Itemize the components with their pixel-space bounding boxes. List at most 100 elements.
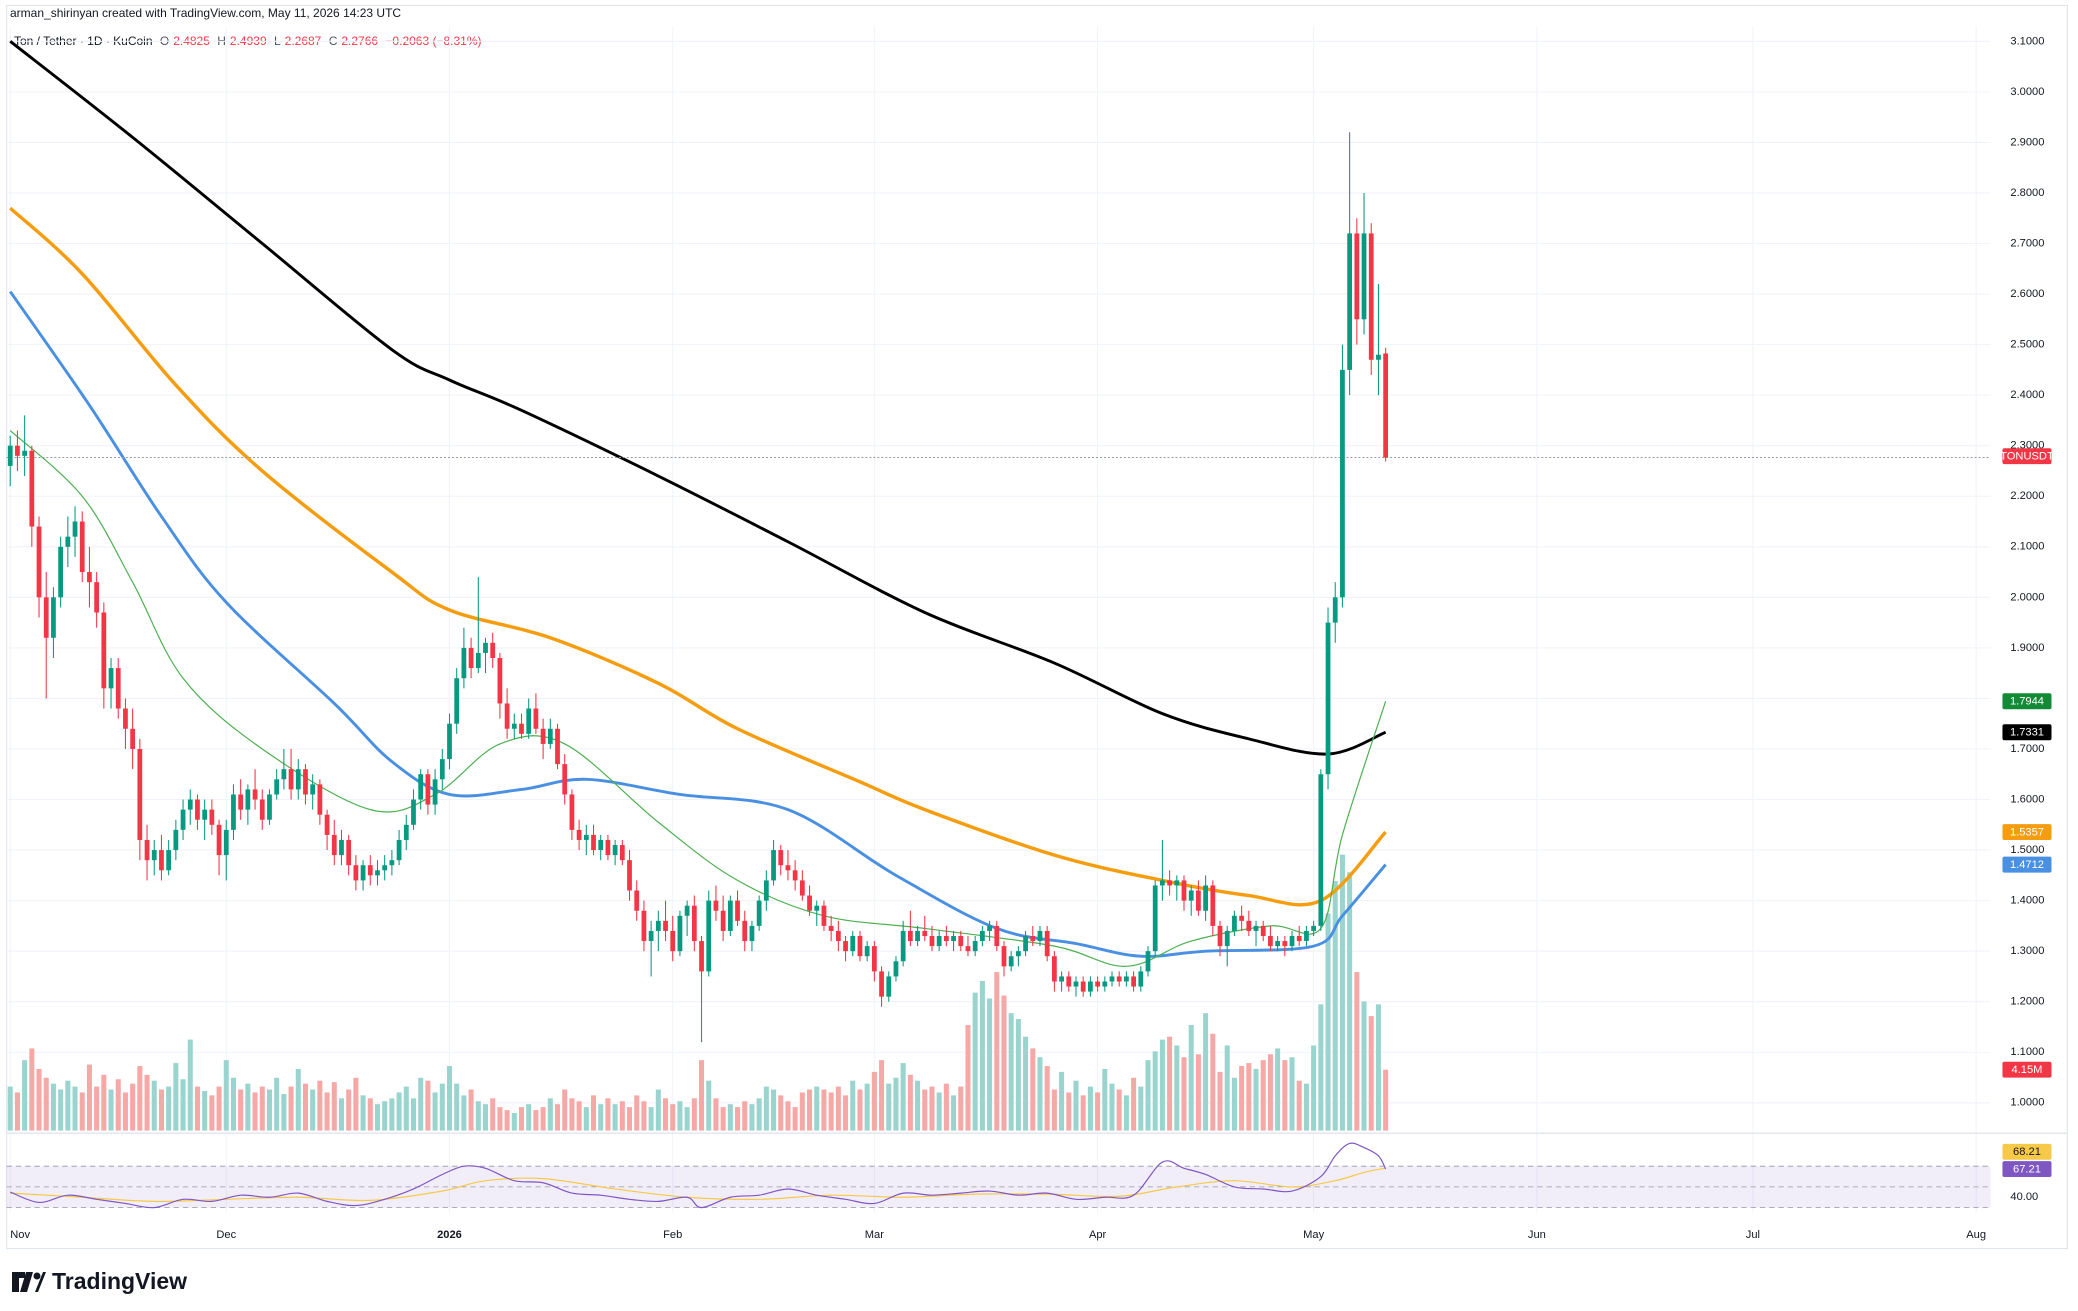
- candle-body: [1268, 935, 1273, 947]
- candle-body: [799, 880, 805, 896]
- candle-body: [1318, 774, 1324, 926]
- rsi-value-tag-text: 67.21: [2013, 1163, 2041, 1175]
- volume-bar: [22, 1060, 28, 1131]
- volume-bar: [36, 1068, 42, 1131]
- volume-bar: [1015, 1019, 1021, 1131]
- candle-body: [360, 865, 366, 881]
- candle-body: [432, 779, 438, 805]
- volume-bar: [1253, 1068, 1259, 1131]
- candle-body: [951, 935, 956, 942]
- volume-bar: [713, 1098, 719, 1131]
- candle-body: [871, 946, 877, 972]
- candle-body: [1102, 981, 1108, 987]
- y-tick-label: 2.4000: [2010, 389, 2044, 401]
- volume-bar: [1080, 1095, 1086, 1131]
- volume-bar: [1123, 1095, 1129, 1131]
- candle-body: [1296, 935, 1302, 942]
- volume-bar: [1174, 1045, 1180, 1131]
- x-tick-label: Mar: [865, 1229, 884, 1241]
- y-tick-label: 1.1000: [2010, 1046, 2044, 1058]
- volume-bar: [115, 1079, 121, 1131]
- volume-bar: [835, 1086, 841, 1131]
- volume-bar: [475, 1101, 481, 1131]
- volume-bar: [1311, 1045, 1317, 1131]
- candle-body: [713, 900, 719, 911]
- candle-body: [1095, 981, 1100, 987]
- y-tick-label: 2.6000: [2010, 288, 2044, 300]
- candle-body: [627, 860, 632, 891]
- candle-body: [180, 809, 186, 830]
- credit-text: arman_shirinyan created with TradingView…: [10, 6, 402, 20]
- volume-bar: [43, 1077, 49, 1131]
- volume-bar: [857, 1089, 863, 1131]
- volume-bar: [1159, 1039, 1165, 1131]
- candle-body: [144, 839, 150, 861]
- volume-bar: [943, 1083, 949, 1131]
- volume-bar: [828, 1092, 834, 1131]
- candle-body: [1044, 930, 1050, 957]
- candle-body: [1203, 885, 1208, 911]
- y-tick-label: 1.9000: [2010, 642, 2044, 654]
- volume-bar: [864, 1083, 870, 1131]
- volume-bar: [1282, 1060, 1288, 1131]
- candle-body: [1030, 935, 1036, 942]
- volume-bar: [900, 1063, 906, 1131]
- candle-body: [1289, 935, 1295, 947]
- y-tick-label: 2.0000: [2010, 591, 2044, 603]
- candle-body: [425, 774, 431, 805]
- ma-value-tag-text: 1.4712: [2010, 859, 2044, 871]
- volume-bar: [187, 1039, 193, 1131]
- volume-bar: [1095, 1092, 1101, 1131]
- volume-bar: [382, 1101, 388, 1131]
- volume-bar: [86, 1064, 92, 1131]
- volume-bar: [994, 972, 1000, 1131]
- volume-bar: [648, 1107, 654, 1131]
- last-price-tag-text: TONUSDT: [2000, 451, 2054, 463]
- candle-body: [1311, 925, 1317, 931]
- volume-bar: [742, 1101, 748, 1131]
- candle-body: [915, 930, 920, 942]
- x-tick-label: 2026: [437, 1229, 462, 1241]
- volume-bar: [216, 1086, 222, 1131]
- candle-body: [317, 784, 323, 815]
- volume-bar: [979, 980, 985, 1131]
- volume-bar: [259, 1086, 265, 1131]
- ma-value-tag: 1.7331: [2002, 724, 2052, 741]
- rsi-value-tag: 68.21: [2002, 1143, 2052, 1160]
- candle-body: [187, 799, 193, 810]
- candle-body: [1008, 956, 1014, 967]
- candle-body: [511, 723, 517, 729]
- candle-body: [979, 930, 985, 942]
- x-tick-label: Aug: [1966, 1229, 1986, 1241]
- volume-bar: [1188, 1024, 1194, 1131]
- candle-body: [454, 678, 460, 724]
- volume-bar: [598, 1104, 604, 1131]
- volume-bar: [346, 1089, 352, 1131]
- volume-bar: [1044, 1066, 1050, 1131]
- y-tick-label: 1.6000: [2010, 793, 2044, 805]
- volume-bar: [533, 1110, 539, 1131]
- candle-body: [1196, 890, 1201, 911]
- y-tick-label: 2.1000: [2010, 541, 2044, 553]
- volume-bar: [252, 1092, 258, 1131]
- volume-bar: [1087, 1086, 1093, 1131]
- ma-value-tag-bg: [2002, 824, 2052, 840]
- y-tick-label: 2.8000: [2010, 187, 2044, 199]
- candle-body: [749, 925, 755, 942]
- volume-bar: [1368, 1016, 1374, 1131]
- ma-value-tag-text: 1.7331: [2010, 727, 2044, 739]
- x-tick-label: Dec: [216, 1229, 236, 1241]
- y-tick-label: 2.2000: [2010, 490, 2044, 502]
- volume-bar: [627, 1107, 633, 1131]
- volume-bar: [58, 1089, 64, 1131]
- candle-body: [475, 652, 481, 669]
- candle-body: [1217, 925, 1223, 947]
- volume-bar: [497, 1107, 503, 1131]
- volume-bar: [871, 1071, 877, 1131]
- candle-body: [1015, 951, 1021, 957]
- volume-bar: [468, 1089, 474, 1131]
- candle-body: [519, 723, 524, 734]
- candle-body: [130, 728, 136, 749]
- last-price-tag: TONUSDT: [2000, 448, 2054, 465]
- candle-body: [821, 905, 827, 926]
